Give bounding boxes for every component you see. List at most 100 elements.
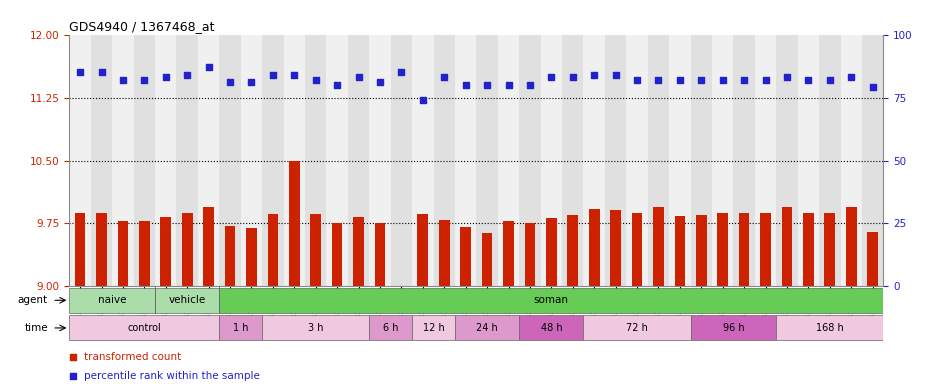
Text: GDS4940 / 1367468_at: GDS4940 / 1367468_at xyxy=(69,20,215,33)
Bar xyxy=(562,35,584,286)
Bar xyxy=(289,161,300,286)
Text: 3 h: 3 h xyxy=(308,323,324,333)
Point xyxy=(506,283,521,289)
Bar xyxy=(155,35,177,286)
Bar xyxy=(219,316,262,340)
Point xyxy=(437,74,451,81)
Point xyxy=(287,72,302,78)
Text: agent: agent xyxy=(18,295,48,305)
Text: 72 h: 72 h xyxy=(626,323,648,333)
Bar xyxy=(632,213,642,286)
Bar xyxy=(353,217,364,286)
Point xyxy=(544,74,559,81)
Bar xyxy=(375,223,386,286)
Point xyxy=(94,69,109,75)
Point xyxy=(651,77,666,83)
Bar xyxy=(498,35,519,286)
Bar xyxy=(434,35,455,286)
Bar xyxy=(696,215,707,286)
Bar xyxy=(284,35,305,286)
Bar xyxy=(567,215,578,286)
Bar xyxy=(776,316,883,340)
Point xyxy=(609,72,623,78)
Point xyxy=(352,74,366,81)
Point xyxy=(506,110,521,116)
Point xyxy=(586,72,601,78)
Point xyxy=(373,79,388,86)
Bar xyxy=(605,35,626,286)
Bar xyxy=(348,35,369,286)
Bar xyxy=(669,35,691,286)
Text: 168 h: 168 h xyxy=(816,323,844,333)
Bar xyxy=(824,213,835,286)
Text: percentile rank within the sample: percentile rank within the sample xyxy=(84,371,260,381)
Point xyxy=(158,74,173,81)
Text: 12 h: 12 h xyxy=(423,323,444,333)
Bar xyxy=(438,220,450,286)
Bar xyxy=(117,221,129,286)
Bar xyxy=(776,35,797,286)
Bar xyxy=(739,214,749,286)
Bar xyxy=(455,316,519,340)
Point xyxy=(715,77,730,83)
Bar xyxy=(868,232,878,286)
Point xyxy=(458,82,473,88)
Text: time: time xyxy=(24,323,48,333)
Bar xyxy=(712,35,734,286)
Point xyxy=(501,82,516,88)
Bar xyxy=(413,35,434,286)
Point xyxy=(329,82,344,88)
Bar xyxy=(841,35,862,286)
Bar xyxy=(240,35,262,286)
Bar xyxy=(803,213,814,286)
Point xyxy=(394,69,409,75)
Point xyxy=(116,77,130,83)
Point xyxy=(480,82,495,88)
Bar xyxy=(204,207,214,286)
Bar xyxy=(390,35,413,286)
Point xyxy=(73,69,88,75)
Bar xyxy=(262,316,369,340)
Text: transformed count: transformed count xyxy=(84,351,181,362)
Bar xyxy=(75,214,85,286)
Bar xyxy=(267,214,278,286)
Bar xyxy=(718,214,728,286)
Point xyxy=(780,74,795,81)
Point xyxy=(865,84,880,91)
Bar xyxy=(845,207,857,286)
Bar xyxy=(413,316,455,340)
Point xyxy=(202,64,216,70)
Bar xyxy=(139,221,150,286)
Point xyxy=(137,77,152,83)
Bar xyxy=(417,214,428,286)
Bar xyxy=(219,35,240,286)
Point xyxy=(822,77,837,83)
Bar xyxy=(69,316,219,340)
Bar xyxy=(626,35,647,286)
Bar xyxy=(782,207,793,286)
Point xyxy=(801,77,816,83)
Bar xyxy=(311,214,321,286)
Bar xyxy=(133,35,155,286)
Point xyxy=(630,77,645,83)
Point xyxy=(244,79,259,86)
Bar xyxy=(797,35,820,286)
Text: soman: soman xyxy=(534,295,569,305)
Bar xyxy=(519,35,540,286)
Bar xyxy=(862,35,883,286)
Bar xyxy=(332,223,342,286)
Bar xyxy=(540,35,562,286)
Text: naive: naive xyxy=(98,295,127,305)
Point xyxy=(565,74,580,81)
Point xyxy=(694,77,709,83)
Point xyxy=(223,79,238,86)
Point xyxy=(308,77,323,83)
Bar xyxy=(96,214,107,286)
Bar xyxy=(584,35,605,286)
Bar xyxy=(246,228,257,286)
Bar xyxy=(674,216,685,286)
Bar xyxy=(369,35,390,286)
Bar xyxy=(369,316,413,340)
Text: 48 h: 48 h xyxy=(540,323,562,333)
Bar xyxy=(820,35,841,286)
